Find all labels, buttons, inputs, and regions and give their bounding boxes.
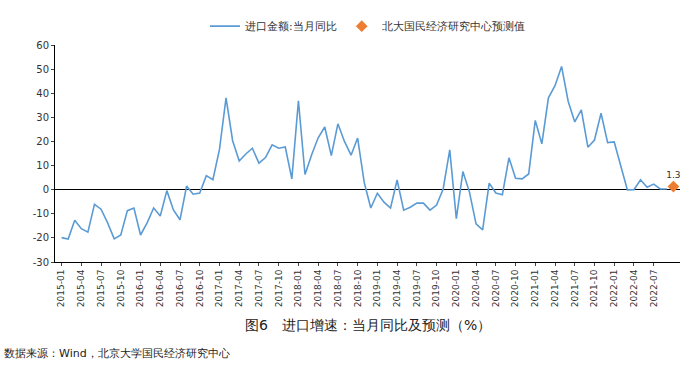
svg-text:2021-10: 2021-10 bbox=[589, 269, 599, 307]
svg-text:2021-01: 2021-01 bbox=[530, 270, 540, 308]
svg-text:图6 进口增速：当月同比及预测（%）: 图6 进口增速：当月同比及预测（%） bbox=[245, 317, 491, 333]
svg-text:0: 0 bbox=[43, 184, 49, 195]
svg-text:2017-01: 2017-01 bbox=[214, 270, 224, 308]
svg-text:2019-07: 2019-07 bbox=[412, 270, 422, 308]
svg-text:60: 60 bbox=[36, 40, 49, 51]
svg-text:1.3: 1.3 bbox=[666, 170, 680, 180]
svg-text:2019-10: 2019-10 bbox=[432, 269, 442, 307]
svg-text:北大国民经济研究中心预测值: 北大国民经济研究中心预测值 bbox=[382, 20, 525, 33]
svg-text:40: 40 bbox=[36, 88, 49, 99]
svg-text:2018-01: 2018-01 bbox=[293, 270, 303, 308]
svg-text:2020-10: 2020-10 bbox=[510, 269, 520, 307]
svg-text:30: 30 bbox=[36, 112, 49, 123]
svg-text:2016-07: 2016-07 bbox=[175, 270, 185, 308]
svg-text:2019-01: 2019-01 bbox=[372, 270, 382, 308]
svg-text:-30: -30 bbox=[33, 257, 49, 268]
svg-text:2018-04: 2018-04 bbox=[313, 269, 323, 307]
svg-text:2020-07: 2020-07 bbox=[491, 270, 501, 308]
svg-text:2022-07: 2022-07 bbox=[649, 270, 659, 308]
svg-text:2016-01: 2016-01 bbox=[135, 270, 145, 308]
svg-text:2016-04: 2016-04 bbox=[155, 269, 165, 307]
svg-text:2015-01: 2015-01 bbox=[57, 270, 67, 308]
svg-text:2021-07: 2021-07 bbox=[570, 270, 580, 308]
svg-text:2017-10: 2017-10 bbox=[274, 269, 284, 307]
svg-text:2015-07: 2015-07 bbox=[96, 270, 106, 308]
svg-text:2022-04: 2022-04 bbox=[629, 269, 639, 307]
svg-text:2017-04: 2017-04 bbox=[234, 269, 244, 307]
svg-text:数据来源：Wind，北京大学国民经济研究中心: 数据来源：Wind，北京大学国民经济研究中心 bbox=[4, 347, 230, 360]
svg-text:2015-04: 2015-04 bbox=[76, 269, 86, 307]
svg-text:2016-10: 2016-10 bbox=[195, 269, 205, 307]
svg-text:2021-04: 2021-04 bbox=[550, 269, 560, 307]
svg-text:2015-10: 2015-10 bbox=[116, 269, 126, 307]
svg-text:-20: -20 bbox=[33, 232, 49, 243]
svg-text:2020-01: 2020-01 bbox=[451, 270, 461, 308]
svg-text:2018-10: 2018-10 bbox=[353, 269, 363, 307]
svg-text:20: 20 bbox=[36, 136, 49, 147]
svg-text:2022-01: 2022-01 bbox=[609, 270, 619, 308]
svg-text:-10: -10 bbox=[33, 208, 49, 219]
svg-text:10: 10 bbox=[36, 160, 49, 171]
svg-text:2017-07: 2017-07 bbox=[254, 270, 264, 308]
svg-text:2019-04: 2019-04 bbox=[392, 269, 402, 307]
svg-text:进口金额:当月同比: 进口金额:当月同比 bbox=[245, 20, 337, 33]
svg-text:2020-04: 2020-04 bbox=[471, 269, 481, 307]
svg-text:2018-07: 2018-07 bbox=[333, 270, 343, 308]
svg-text:50: 50 bbox=[36, 64, 49, 75]
